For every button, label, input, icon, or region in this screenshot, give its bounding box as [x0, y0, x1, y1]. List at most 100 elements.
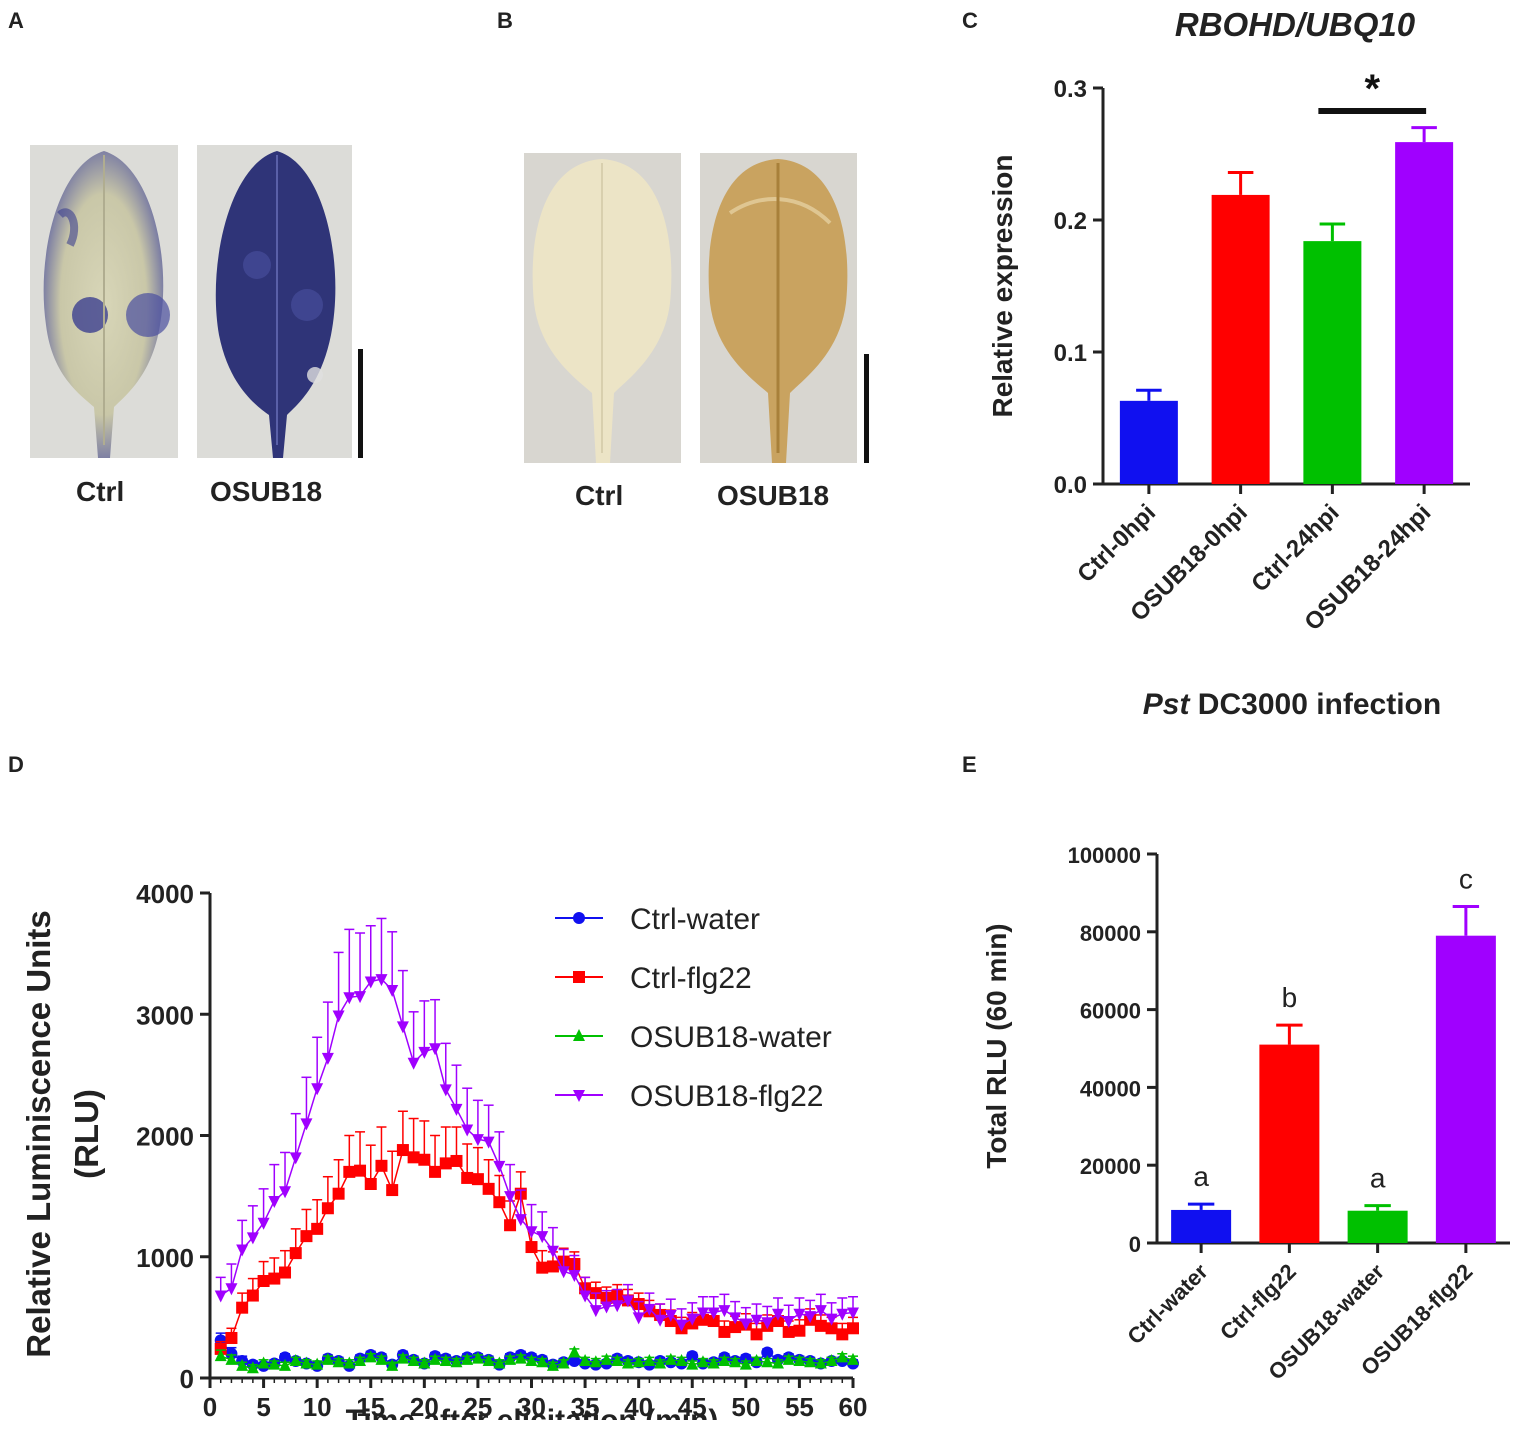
y-tick-label: 3000: [136, 1000, 194, 1030]
data-point-ctrl-flg22: [525, 1241, 538, 1254]
data-point-osub18-water: [557, 1356, 570, 1369]
data-point-osub18-flg22: [214, 1290, 227, 1303]
legend-label: OSUB18-flg22: [630, 1080, 823, 1113]
data-point-ctrl-flg22: [311, 1222, 324, 1235]
data-point-osub18-water: [504, 1352, 517, 1365]
x-tick-label: 45: [678, 1392, 707, 1420]
x-tick-label: 25: [463, 1392, 492, 1420]
data-point-osub18-water: [718, 1354, 731, 1367]
data-point-osub18-flg22: [364, 976, 377, 989]
data-point-osub18-flg22: [675, 1319, 688, 1332]
data-point-osub18-water: [750, 1354, 763, 1367]
data-point-ctrl-flg22: [289, 1247, 302, 1260]
data-point-ctrl-flg22: [354, 1164, 367, 1177]
data-point-osub18-water: [396, 1351, 409, 1364]
y-tick-label: 0.3: [1054, 76, 1087, 103]
data-point-osub18-flg22: [461, 1124, 474, 1137]
data-point-osub18-water: [536, 1355, 549, 1368]
data-point-osub18-flg22: [289, 1152, 302, 1165]
data-point-ctrl-flg22: [825, 1322, 838, 1335]
data-point-osub18-water: [429, 1352, 442, 1365]
leaf-photo-a-osub18: [197, 145, 352, 458]
data-point-ctrl-flg22: [321, 1202, 334, 1215]
data-point-osub18-water: [257, 1356, 270, 1369]
panel-label-d: D: [8, 752, 24, 777]
data-point-osub18-flg22: [386, 985, 399, 997]
legend-label: Ctrl-flg22: [630, 962, 752, 995]
data-point-osub18-flg22: [525, 1226, 538, 1239]
bar-osub18-water: [1347, 1210, 1408, 1243]
data-point-osub18-flg22: [257, 1217, 270, 1230]
data-point-osub18-flg22: [407, 1057, 420, 1070]
x-category-label: Ctrl-water: [1122, 1259, 1213, 1350]
x-tick-label: 20: [410, 1392, 439, 1420]
bar-ctrl-0hpi: [1119, 400, 1178, 484]
data-point-osub18-flg22: [793, 1308, 806, 1321]
data-point-osub18-water: [814, 1356, 827, 1369]
data-point-osub18-water: [354, 1354, 367, 1367]
data-point-osub18-flg22: [504, 1191, 517, 1204]
caption-a-osub18: OSUB18: [210, 476, 323, 507]
data-point-osub18-flg22: [568, 1269, 581, 1282]
data-point-ctrl-water: [686, 1350, 699, 1363]
data-point-osub18-water: [482, 1354, 495, 1367]
data-point-osub18-flg22: [589, 1305, 602, 1318]
x-tick-label: 30: [517, 1392, 546, 1420]
data-point-ctrl-flg22: [461, 1171, 474, 1184]
data-point-osub18-flg22: [311, 1083, 324, 1096]
data-point-osub18-water: [450, 1355, 463, 1368]
data-point-osub18-water: [739, 1357, 752, 1370]
data-point-ctrl-flg22: [246, 1289, 259, 1302]
data-point-ctrl-flg22: [482, 1182, 495, 1195]
data-point-osub18-flg22: [664, 1309, 677, 1322]
data-point-osub18-water: [643, 1354, 656, 1367]
y-tick-label: 2000: [136, 1122, 194, 1152]
data-point-osub18-flg22: [471, 1134, 484, 1147]
data-point-osub18-water: [771, 1356, 784, 1369]
data-point-ctrl-flg22: [236, 1301, 249, 1314]
data-point-osub18-water: [568, 1345, 581, 1358]
data-point-osub18-water: [493, 1356, 506, 1369]
data-point-osub18-water: [321, 1352, 334, 1365]
data-point-osub18-water: [364, 1350, 377, 1363]
data-point-osub18-water: [268, 1357, 281, 1370]
data-point-osub18-flg22: [632, 1312, 645, 1325]
data-point-osub18-water: [632, 1355, 645, 1368]
data-point-osub18-water: [836, 1350, 849, 1363]
data-point-osub18-flg22: [514, 1214, 527, 1227]
data-point-osub18-water: [611, 1354, 624, 1367]
bar-ctrl-flg22: [1259, 1044, 1320, 1243]
y-tick-label: 80000: [1080, 921, 1141, 946]
data-point-osub18-flg22: [279, 1186, 292, 1199]
data-point-ctrl-flg22: [214, 1342, 227, 1355]
panel-label-a: A: [8, 8, 24, 33]
chart-d-luminescence-time-course: 0 1000 2000 3000 4000 0 5 10 15 20 25 30 35 40 45 50 55 6…: [20, 879, 867, 1420]
y-tick-label: 0: [1129, 1232, 1141, 1257]
y-tick-label: 4000: [136, 879, 194, 909]
data-point-osub18-flg22: [429, 1043, 442, 1056]
data-point-osub18-flg22: [268, 1195, 281, 1208]
data-point-ctrl-flg22: [504, 1219, 517, 1232]
caption-b-osub18: OSUB18: [717, 480, 830, 511]
x-tick-label: 15: [356, 1392, 385, 1420]
data-point-osub18-flg22: [729, 1312, 742, 1325]
data-point-osub18-water: [589, 1355, 602, 1368]
x-axis-label: Pst DC3000 infection: [1143, 688, 1441, 721]
leaf-photo-b-ctrl: [524, 153, 681, 463]
data-point-osub18-water: [654, 1356, 667, 1369]
data-point-osub18-water: [236, 1358, 249, 1371]
panel-label-e: E: [962, 752, 977, 777]
x-tick-label: 0: [203, 1392, 217, 1420]
data-point-osub18-water: [664, 1352, 677, 1365]
data-point-osub18-flg22: [750, 1314, 763, 1327]
data-point-osub18-flg22: [825, 1313, 838, 1326]
data-point-osub18-flg22: [771, 1308, 784, 1321]
y-tick-label: 0.2: [1054, 208, 1087, 235]
data-point-osub18-water: [471, 1351, 484, 1364]
y-axis-label-line2: (RLU): [68, 1089, 105, 1179]
data-point-osub18-water: [514, 1351, 527, 1364]
data-point-ctrl-water: [279, 1351, 292, 1364]
data-point-osub18-flg22: [418, 1046, 431, 1059]
data-point-osub18-flg22: [707, 1307, 720, 1320]
data-point-osub18-water: [332, 1355, 345, 1368]
